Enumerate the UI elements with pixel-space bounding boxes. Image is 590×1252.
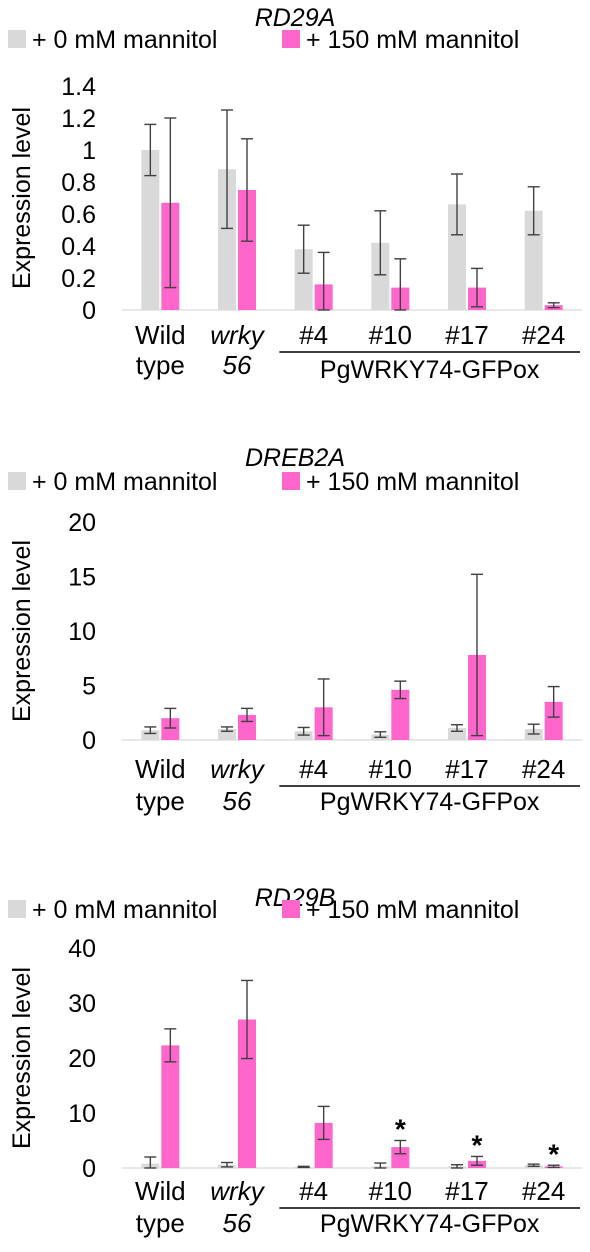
category-label-line2: type bbox=[136, 1208, 185, 1238]
bar-mannitol-5 bbox=[544, 701, 563, 740]
category-label-line1: #4 bbox=[299, 754, 328, 784]
y-tick-label: 20 bbox=[68, 1045, 96, 1073]
y-tick-label: 1 bbox=[82, 137, 96, 165]
y-axis-label: Expression level bbox=[8, 540, 36, 722]
legend-swatch-mannitol bbox=[282, 30, 300, 48]
category-label-line1: #17 bbox=[445, 1176, 488, 1206]
legend-label-control: + 0 mM mannitol bbox=[32, 26, 218, 54]
y-axis-label: Expression level bbox=[8, 967, 36, 1149]
group-label: PgWRKY74-GFPox bbox=[320, 1210, 540, 1238]
category-label-line1: #17 bbox=[445, 754, 488, 784]
category-label-line1: #4 bbox=[299, 320, 328, 350]
bar-control-4 bbox=[448, 204, 466, 310]
legend-swatch-control bbox=[8, 472, 26, 490]
bar-control-3 bbox=[371, 242, 390, 310]
category-label-line1: #24 bbox=[522, 754, 565, 784]
category-label-line2: 56 bbox=[223, 786, 252, 816]
bar-mannitol-0 bbox=[161, 718, 180, 740]
bar-mannitol-0 bbox=[161, 1045, 180, 1168]
legend-label-mannitol: + 150 mM mannitol bbox=[306, 26, 519, 54]
bar-control-4 bbox=[448, 728, 466, 740]
bar-mannitol-3 bbox=[391, 1147, 410, 1168]
category-label-line2: type bbox=[136, 786, 185, 816]
chart-title: DREB2A bbox=[245, 444, 345, 472]
bar-mannitol-2 bbox=[314, 1122, 333, 1168]
y-axis-label: Expression level bbox=[8, 107, 36, 289]
y-tick-label: 40 bbox=[68, 935, 96, 963]
chart-panel-dreb2a: DREB2A + 0 mM mannitol + 150 mM mannitol Ex… bbox=[8, 444, 582, 816]
category-label-line1: wrky bbox=[210, 320, 265, 350]
legend: + 0 mM mannitol + 150 mM mannitol bbox=[8, 468, 519, 496]
category-label-line2: 56 bbox=[223, 1208, 252, 1238]
category-label-line1: #4 bbox=[299, 1176, 328, 1206]
legend-label-mannitol: + 150 mM mannitol bbox=[306, 468, 519, 496]
group-label: PgWRKY74-GFPox bbox=[320, 356, 540, 384]
category-label-line1: #17 bbox=[445, 320, 488, 350]
category-label-line1: wrky bbox=[210, 1176, 265, 1206]
category-label-line1: Wild bbox=[135, 320, 186, 350]
legend: + 0 mM mannitol + 150 mM mannitol bbox=[8, 26, 519, 54]
y-tick-label: 0 bbox=[82, 297, 96, 325]
y-tick-label: 1.4 bbox=[61, 73, 96, 101]
y-tick-label: 15 bbox=[68, 564, 96, 592]
bar-control-0 bbox=[141, 730, 160, 740]
y-tick-label: 0.6 bbox=[61, 201, 96, 229]
y-tick-label: 0.2 bbox=[61, 265, 96, 293]
y-tick-label: 0 bbox=[82, 1155, 96, 1183]
category-label-line1: #10 bbox=[369, 320, 412, 350]
bar-mannitol-3 bbox=[391, 689, 410, 740]
chart-title: RD29A bbox=[255, 4, 336, 32]
y-tick-label: 20 bbox=[68, 509, 96, 537]
legend-label-control: + 0 mM mannitol bbox=[32, 896, 218, 924]
bar-mannitol-1 bbox=[238, 1019, 256, 1168]
legend: + 0 mM mannitol + 150 mM mannitol bbox=[8, 896, 519, 924]
y-tick-label: 10 bbox=[68, 1100, 96, 1128]
y-tick-label: 0 bbox=[82, 727, 96, 755]
significance-marker: * bbox=[548, 1138, 559, 1169]
bar-control-2 bbox=[294, 249, 313, 310]
chart-panel-rd29b: RD29B+ 0 mM mannitol + 150 mM mannitolExp… bbox=[8, 884, 582, 1238]
bar-control-5 bbox=[524, 210, 543, 310]
group-label: PgWRKY74-GFPox bbox=[320, 788, 540, 816]
category-label-line1: #24 bbox=[522, 1176, 565, 1206]
legend-swatch-control bbox=[8, 900, 26, 918]
category-label-line1: Wild bbox=[135, 754, 186, 784]
bar-control-1 bbox=[218, 729, 236, 740]
bar-control-1 bbox=[218, 169, 236, 310]
legend-swatch-control bbox=[8, 30, 26, 48]
y-tick-label: 0.8 bbox=[61, 169, 96, 197]
y-tick-label: 30 bbox=[68, 990, 96, 1018]
y-tick-label: 1.2 bbox=[61, 105, 96, 133]
y-tick-label: 5 bbox=[82, 673, 96, 701]
significance-marker: * bbox=[395, 1114, 406, 1145]
legend-swatch-mannitol bbox=[282, 472, 300, 490]
y-tick-label: 0.4 bbox=[61, 233, 96, 261]
legend-label-mannitol: + 150 mM mannitol bbox=[306, 896, 519, 924]
category-label-line2: type bbox=[136, 350, 185, 380]
legend-swatch-mannitol bbox=[282, 900, 300, 918]
y-tick-label: 10 bbox=[68, 618, 96, 646]
category-label-line1: Wild bbox=[135, 1176, 186, 1206]
legend-label-control: + 0 mM mannitol bbox=[32, 468, 218, 496]
bar-mannitol-1 bbox=[238, 190, 256, 310]
category-label-line1: #10 bbox=[369, 754, 412, 784]
chart-panel-rd29a: RD29A + 0 mM mannitol + 150 mM mannitol Exp… bbox=[8, 4, 582, 384]
bar-control-0 bbox=[141, 150, 160, 310]
category-label-line1: #10 bbox=[369, 1176, 412, 1206]
category-label-line2: 56 bbox=[223, 350, 252, 380]
category-label-line1: #24 bbox=[522, 320, 565, 350]
category-label-line1: wrky bbox=[210, 754, 265, 784]
significance-marker: * bbox=[472, 1129, 483, 1160]
